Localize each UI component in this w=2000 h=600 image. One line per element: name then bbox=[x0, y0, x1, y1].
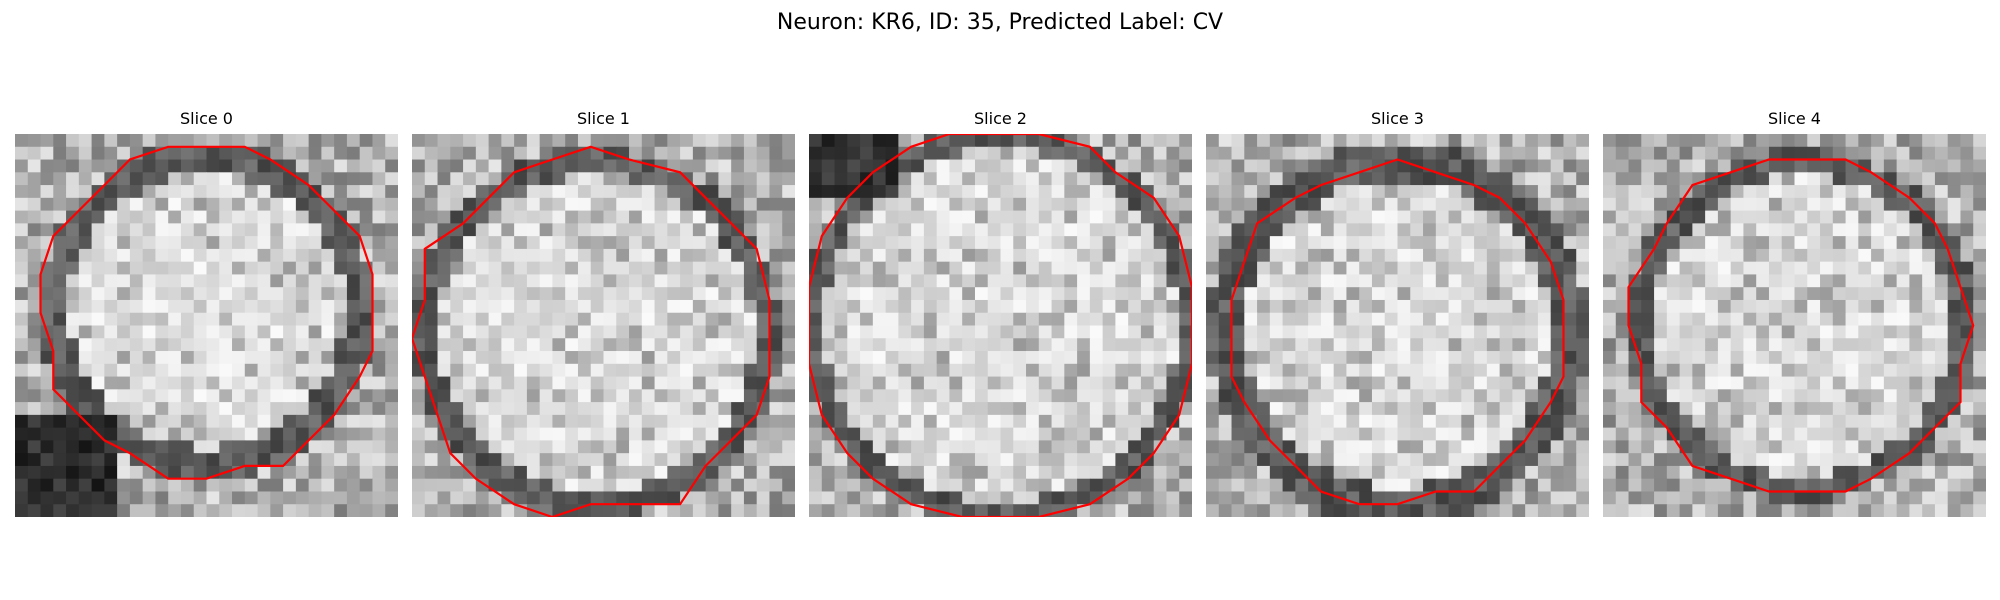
slice-image-2 bbox=[809, 134, 1192, 517]
segmentation-contour bbox=[1230, 158, 1565, 506]
slice-title-1: Slice 1 bbox=[577, 109, 630, 128]
segmentation-contour bbox=[412, 145, 771, 517]
slice-panel-4: Slice 4 bbox=[1603, 108, 1986, 518]
slice-title-0: Slice 0 bbox=[180, 109, 233, 128]
segmentation-contour bbox=[809, 134, 1192, 517]
segmentation-contour bbox=[39, 145, 374, 480]
slice-title-3: Slice 3 bbox=[1371, 109, 1424, 128]
segmentation-contour bbox=[1627, 158, 1975, 493]
slice-panel-2: Slice 2 bbox=[809, 108, 1192, 518]
slice-image-3 bbox=[1206, 134, 1589, 517]
slice-image-1 bbox=[412, 134, 795, 517]
slice-title-2: Slice 2 bbox=[974, 109, 1027, 128]
slice-panel-3: Slice 3 bbox=[1206, 108, 1589, 518]
slice-panel-1: Slice 1 bbox=[412, 108, 795, 518]
slice-image-0 bbox=[15, 134, 398, 517]
slice-image-4 bbox=[1603, 134, 1986, 517]
figure-title: Neuron: KR6, ID: 35, Predicted Label: CV bbox=[776, 10, 1224, 35]
slice-panel-0: Slice 0 bbox=[15, 108, 398, 518]
slice-title-4: Slice 4 bbox=[1768, 109, 1821, 128]
